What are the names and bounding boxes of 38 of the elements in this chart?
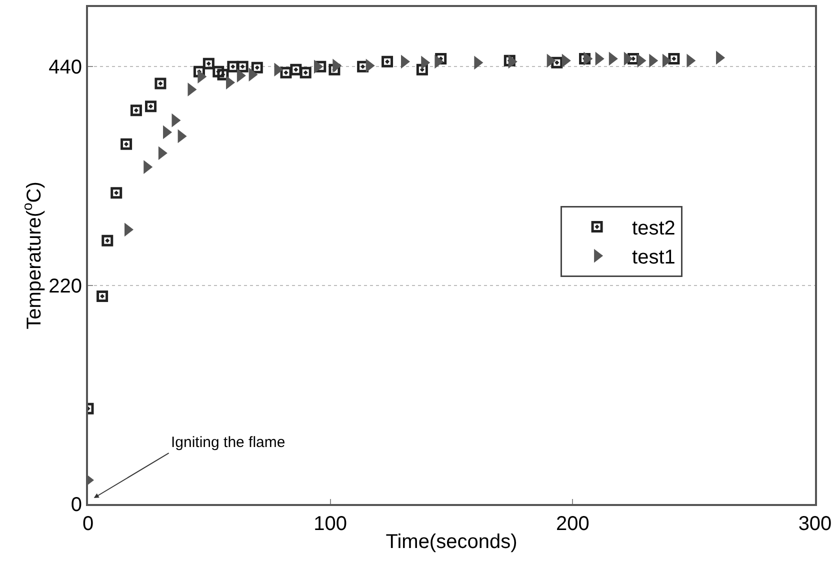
point — [212, 66, 224, 78]
y-tick-label: 440 — [48, 56, 82, 79]
annotation: Igniting the flame — [171, 434, 286, 451]
point — [579, 52, 591, 64]
point — [202, 58, 214, 70]
point — [357, 60, 369, 72]
point — [504, 54, 516, 66]
point — [314, 60, 326, 72]
point — [120, 138, 132, 150]
point — [145, 100, 157, 112]
point — [102, 234, 114, 246]
point — [300, 66, 312, 78]
point — [628, 52, 639, 64]
point — [382, 56, 394, 68]
point — [280, 66, 292, 78]
point — [227, 60, 239, 72]
point — [290, 64, 302, 76]
x-axis-title: Time(seconds) — [386, 531, 518, 553]
point — [435, 52, 447, 64]
y-tick-label: 0 — [70, 494, 82, 516]
point — [110, 187, 122, 199]
point — [236, 60, 248, 72]
x-tick-label: 100 — [314, 513, 348, 535]
x-tick-label: 300 — [798, 513, 832, 535]
point — [551, 56, 563, 68]
point — [154, 78, 166, 90]
legend-label: test1 — [632, 246, 676, 269]
legend-label: test2 — [632, 218, 676, 240]
point — [217, 68, 229, 80]
point — [251, 62, 263, 74]
y-tick-label: 220 — [48, 275, 82, 298]
point — [130, 104, 142, 116]
point — [96, 290, 108, 302]
x-tick-label: 200 — [556, 513, 590, 535]
point — [416, 64, 428, 76]
point — [328, 64, 340, 76]
point — [668, 52, 680, 64]
point — [193, 66, 205, 78]
